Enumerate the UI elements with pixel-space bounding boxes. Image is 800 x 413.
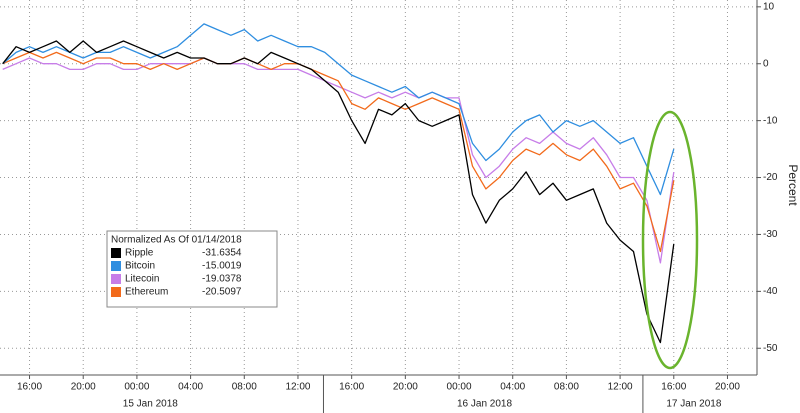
legend-swatch (111, 287, 121, 297)
y-tick-label: -10 (763, 115, 778, 126)
day-label: 16 Jan 2018 (457, 399, 512, 410)
legend-value: -31.6354 (202, 248, 242, 259)
grid (0, 0, 757, 375)
x-tick-label: 04:00 (178, 382, 203, 393)
y-tick-label: -20 (763, 172, 778, 183)
x-tick-label: 16:00 (661, 382, 686, 393)
x-tick-label: 20:00 (71, 382, 96, 393)
x-tick-label: 20:00 (393, 382, 418, 393)
legend-box (106, 230, 278, 308)
legend-title: Normalized As Of 01/14/2018 (111, 235, 242, 246)
highlight-ellipse (641, 110, 699, 370)
y-tick-label: 10 (763, 1, 775, 12)
y-tick-label: -30 (763, 229, 778, 240)
x-tick-label: 16:00 (17, 382, 42, 393)
x-tick-label: 20:00 (715, 382, 740, 393)
x-tick-label: 08:00 (554, 382, 579, 393)
day-label: 17 Jan 2018 (666, 399, 721, 410)
legend-swatch (111, 261, 121, 271)
legend-label: Bitcoin (125, 261, 155, 272)
legend-swatch (111, 274, 121, 284)
y-tick-label: -40 (763, 286, 778, 297)
day-label: 15 Jan 2018 (123, 399, 178, 410)
legend-value: -20.5097 (202, 287, 242, 298)
legend-swatch (111, 248, 121, 258)
series-line (2, 23, 675, 196)
axes: 10 0 -10 -20 -30 -40 -50 16:00 20:00 00:00 04:00 08… (0, 0, 778, 413)
legend-label: Ripple (125, 248, 154, 259)
y-axis-label: Percent (786, 164, 800, 206)
x-tick-label: 00:00 (124, 382, 149, 393)
lines (2, 23, 675, 344)
x-tick-label: 12:00 (285, 382, 310, 393)
legend-value: -15.0019 (202, 261, 242, 272)
x-tick-label: 16:00 (339, 382, 364, 393)
y-tick-label: 0 (763, 58, 769, 69)
legend-label: Ethereum (125, 287, 168, 298)
x-tick-label: 04:00 (500, 382, 525, 393)
x-tick-label: 12:00 (608, 382, 633, 393)
y-tick-label: -50 (763, 343, 778, 354)
legend-label: Litecoin (125, 274, 159, 285)
series-line (2, 40, 675, 344)
x-tick-label: 08:00 (232, 382, 257, 393)
series-line (2, 57, 675, 264)
series-line (2, 51, 675, 253)
legend-value: -19.0378 (202, 274, 242, 285)
legend: Normalized As Of 01/14/2018 Ripple -31.63… (106, 230, 278, 308)
x-tick-label: 00:00 (447, 382, 472, 393)
